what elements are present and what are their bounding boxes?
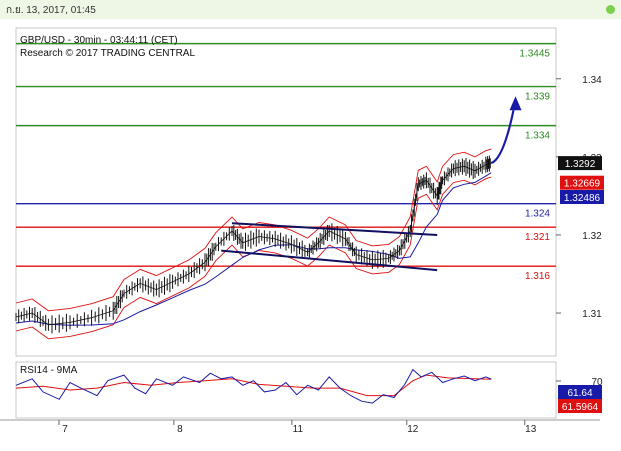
chart-subtitle: Research © 2017 TRADING CENTRAL (20, 48, 195, 59)
rsi-tick-label-0: 70 (591, 377, 603, 388)
x-tick-label-2: 11 (293, 424, 304, 435)
rsi-tag-1 (558, 399, 602, 413)
lower-band (15, 176, 492, 340)
rsi-line (15, 368, 492, 404)
level-label-0: 1.3445 (519, 49, 550, 60)
channel-upper-line (231, 222, 438, 236)
level-label-5: 1.316 (525, 271, 550, 282)
price-tag-1 (560, 175, 604, 190)
channel-lower-line (221, 249, 438, 272)
rsi-title: RSI14 - 9MA (20, 365, 78, 376)
y-tick-label-2: 1.32 (582, 231, 602, 242)
level-label-3: 1.324 (525, 209, 550, 220)
rsi-tag-label-1: 61.5964 (562, 402, 599, 413)
price-tag-label-1: 1.32669 (564, 179, 601, 190)
x-tick-label-1: 8 (177, 424, 183, 435)
level-label-1: 1.339 (525, 92, 550, 103)
chart-title: GBP/USD - 30min - 03:44:11 (CET) (20, 35, 178, 46)
date-bar: ก.ย. 13, 2017, 01:45 (0, 0, 621, 19)
level-label-4: 1.321 (525, 232, 550, 243)
status-dot-icon (606, 5, 615, 14)
upper-band (15, 148, 492, 312)
price-panel (15, 27, 557, 357)
datetime-label: ก.ย. 13, 2017, 01:45 (6, 5, 96, 16)
price-tag-label-0: 1.3292 (565, 159, 596, 170)
forecast-arrowhead-icon (509, 96, 522, 111)
rsi-tag-label-0: 61.64 (567, 388, 592, 399)
rsi-panel (15, 361, 557, 419)
y-tick-label-0: 1.34 (582, 75, 602, 86)
price-tag-label-2: 1.32486 (564, 193, 601, 204)
price-tag-2 (560, 189, 604, 204)
x-tick-label-0: 7 (62, 424, 68, 435)
price-tag-0 (558, 156, 602, 171)
level-label-2: 1.334 (525, 131, 550, 142)
y-tick-label-3: 1.31 (582, 309, 602, 320)
forecast-arrow-line (490, 109, 515, 165)
x-tick-label-3: 12 (407, 424, 419, 435)
rsi-tag-0 (558, 385, 602, 399)
price-line (15, 162, 492, 326)
x-tick-label-4: 13 (525, 424, 537, 435)
